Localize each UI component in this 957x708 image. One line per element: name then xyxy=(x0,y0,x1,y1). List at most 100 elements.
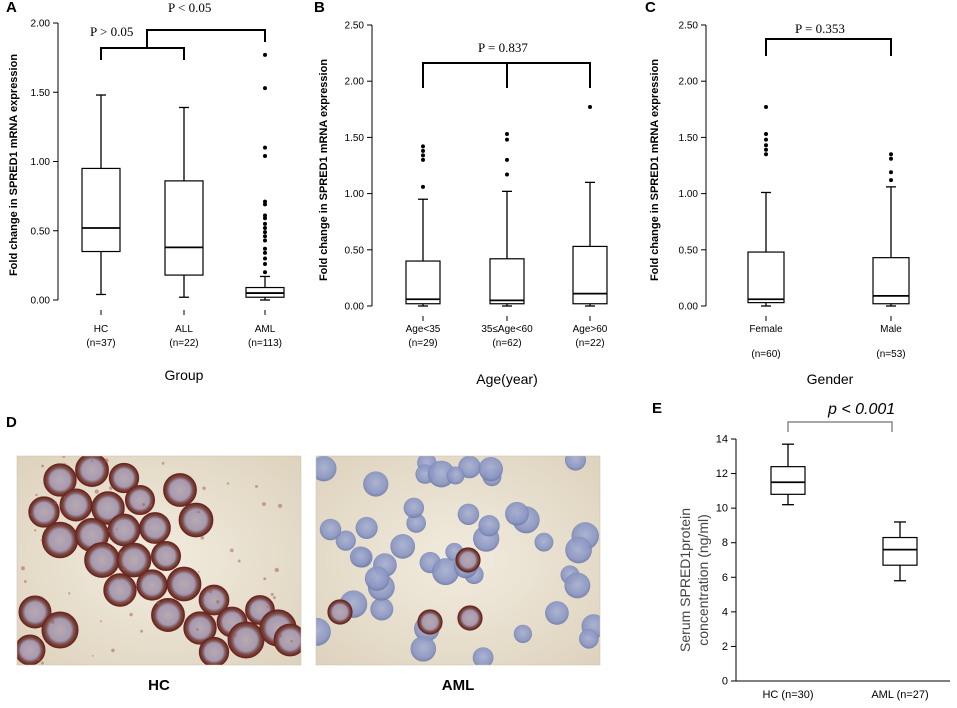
stain-speck xyxy=(63,462,66,465)
unstained-cell xyxy=(316,456,337,482)
y-axis-label-c: Fold change in SPRED1 mRNA expression xyxy=(649,59,661,281)
panel-letter-b: B xyxy=(314,0,325,16)
outlier-point xyxy=(505,132,509,137)
stain-speck xyxy=(272,596,276,600)
outlier-point xyxy=(263,246,267,251)
stain-speck xyxy=(122,566,127,571)
stain-speck xyxy=(140,629,144,633)
outlier-point xyxy=(421,144,425,149)
y-tick-label: 0.00 xyxy=(345,302,365,313)
y-tick-label: 0.50 xyxy=(345,245,365,256)
stained-cell xyxy=(163,473,197,507)
y-axis-label-a: Fold change in SPRED1 mRNA expression xyxy=(8,54,20,276)
unstained-cell xyxy=(427,460,455,488)
bracket-hc-aml xyxy=(787,421,893,432)
stain-speck xyxy=(30,512,34,516)
outlier-point xyxy=(263,213,267,218)
outlier-point xyxy=(421,148,425,153)
stained-cell xyxy=(139,512,171,544)
stained-cell xyxy=(59,488,93,522)
y-tick-label: 2.00 xyxy=(31,19,51,30)
stain-speck xyxy=(226,482,230,485)
stain-speck xyxy=(202,486,206,490)
stain-speck xyxy=(91,655,94,657)
y-tick-label: 4 xyxy=(722,606,728,618)
stain-speck xyxy=(40,539,43,542)
unstained-cell xyxy=(432,558,460,586)
category-label: Male xyxy=(880,324,902,335)
unstained-cell xyxy=(403,497,425,519)
iqr-box xyxy=(747,251,785,304)
outlier-point xyxy=(421,157,425,162)
stain-speck xyxy=(104,458,109,463)
p-value-right-a: P < 0.05 xyxy=(168,0,211,15)
stained-cell xyxy=(41,521,79,559)
stain-speck xyxy=(23,580,27,583)
category-label: Age<35 xyxy=(406,324,441,335)
plot-area-b: Age<35 (n=29) 35≤Age<60 (n=62) Age>60 (n=22) xyxy=(405,62,608,349)
y-tick-label: 10 xyxy=(716,503,728,515)
y-tick-label: 0.50 xyxy=(679,245,699,256)
y-tick-label: 2.50 xyxy=(679,21,699,32)
outlier-point xyxy=(263,199,267,204)
outlier-point xyxy=(764,132,768,137)
stain-speck xyxy=(151,541,154,544)
stained-cell xyxy=(18,595,52,629)
outlier-point xyxy=(764,137,768,142)
category-n-label: (n=22) xyxy=(169,338,198,349)
x-axis-title-b: Age(year) xyxy=(476,371,537,387)
outlier-point xyxy=(764,147,768,152)
panel-letter-c: C xyxy=(645,0,656,16)
unstained-cell xyxy=(335,530,356,551)
stain-speck xyxy=(141,503,146,507)
stain-speck xyxy=(50,619,55,624)
y-tick-label: 8 xyxy=(722,537,728,549)
stain-speck xyxy=(40,661,44,665)
stain-speck xyxy=(274,567,279,573)
box-hc-n-30-: HC (n=30) xyxy=(762,443,814,701)
p-value-c: P = 0.353 xyxy=(795,21,845,36)
plot-area-c: Female (n=60) Male (n=53) xyxy=(747,38,910,360)
y-tick-label: 0 xyxy=(722,676,728,688)
y-axis-ticks-c: 0.00 0.50 1.00 1.50 2.00 2.50 xyxy=(679,21,707,313)
unstained-cell xyxy=(565,536,592,564)
unstained-cell xyxy=(534,532,554,552)
stained-cell xyxy=(41,611,79,649)
y-tick-label: 2.00 xyxy=(345,77,365,88)
stained-cell xyxy=(107,513,141,547)
iqr-box xyxy=(81,167,121,253)
panel-letter-a: A xyxy=(6,0,17,16)
bracket-gender xyxy=(765,38,892,56)
unstained-cell xyxy=(564,456,587,471)
outlier-point xyxy=(588,105,592,110)
y-tick-label: 1.50 xyxy=(31,88,51,99)
category-label: HC xyxy=(94,324,108,335)
panel-c: C Fold change in SPRED1 mRNA expression … xyxy=(645,0,910,387)
stained-cell xyxy=(198,584,230,616)
stain-speck xyxy=(34,529,37,532)
y-tick-label: 1.50 xyxy=(679,133,699,144)
unstained-cell xyxy=(478,515,500,537)
outlier-point xyxy=(263,250,267,255)
stain-speck xyxy=(208,589,213,594)
panel-a: A Fold change in SPRED1 mRNA expression … xyxy=(6,0,285,383)
y-axis-label-b: Fold change in SPRED1 mRNA expression xyxy=(318,59,330,281)
stain-speck xyxy=(36,657,41,661)
stain-speck xyxy=(266,605,269,608)
category-n-label: (n=22) xyxy=(575,338,604,349)
stain-speck xyxy=(107,546,111,550)
x-axis-title-c: Gender xyxy=(807,371,854,387)
box-age-35: Age<35 (n=29) xyxy=(405,144,441,349)
iqr-box xyxy=(872,257,910,305)
stain-speck xyxy=(37,639,40,642)
unstained-cell xyxy=(355,516,378,540)
y-tick-label: 6 xyxy=(722,572,728,584)
panel-letter-d: D xyxy=(6,414,17,431)
stained-cell xyxy=(75,456,109,487)
y-tick-label: 0.00 xyxy=(679,302,699,313)
iqr-box xyxy=(572,245,608,305)
stain-speck xyxy=(54,501,58,505)
category-label: HC (n=30) xyxy=(762,689,813,701)
y-axis-ticks-b: 0.00 0.50 1.00 1.50 2.00 2.50 xyxy=(345,21,373,313)
stain-speck xyxy=(229,548,234,553)
